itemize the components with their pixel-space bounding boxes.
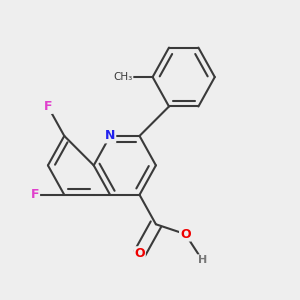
Text: F: F xyxy=(31,188,39,201)
Text: H: H xyxy=(198,255,207,265)
Text: F: F xyxy=(44,100,52,113)
Text: O: O xyxy=(180,228,190,241)
Text: O: O xyxy=(134,247,145,260)
Text: N: N xyxy=(105,129,115,142)
Text: CH₃: CH₃ xyxy=(113,72,133,82)
